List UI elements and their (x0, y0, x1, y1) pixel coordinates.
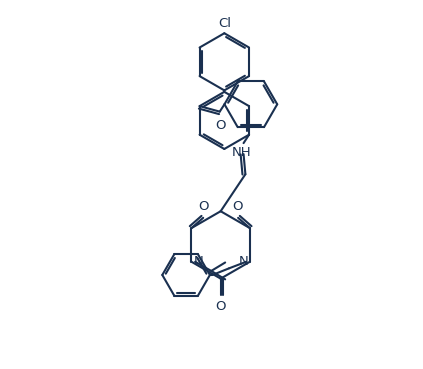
Text: O: O (232, 200, 243, 213)
Text: N: N (193, 255, 203, 268)
Text: O: O (199, 200, 209, 213)
Text: O: O (215, 300, 226, 313)
Text: NH: NH (232, 146, 252, 159)
Text: Cl: Cl (218, 17, 231, 30)
Text: O: O (216, 119, 226, 132)
Text: N: N (238, 255, 248, 268)
